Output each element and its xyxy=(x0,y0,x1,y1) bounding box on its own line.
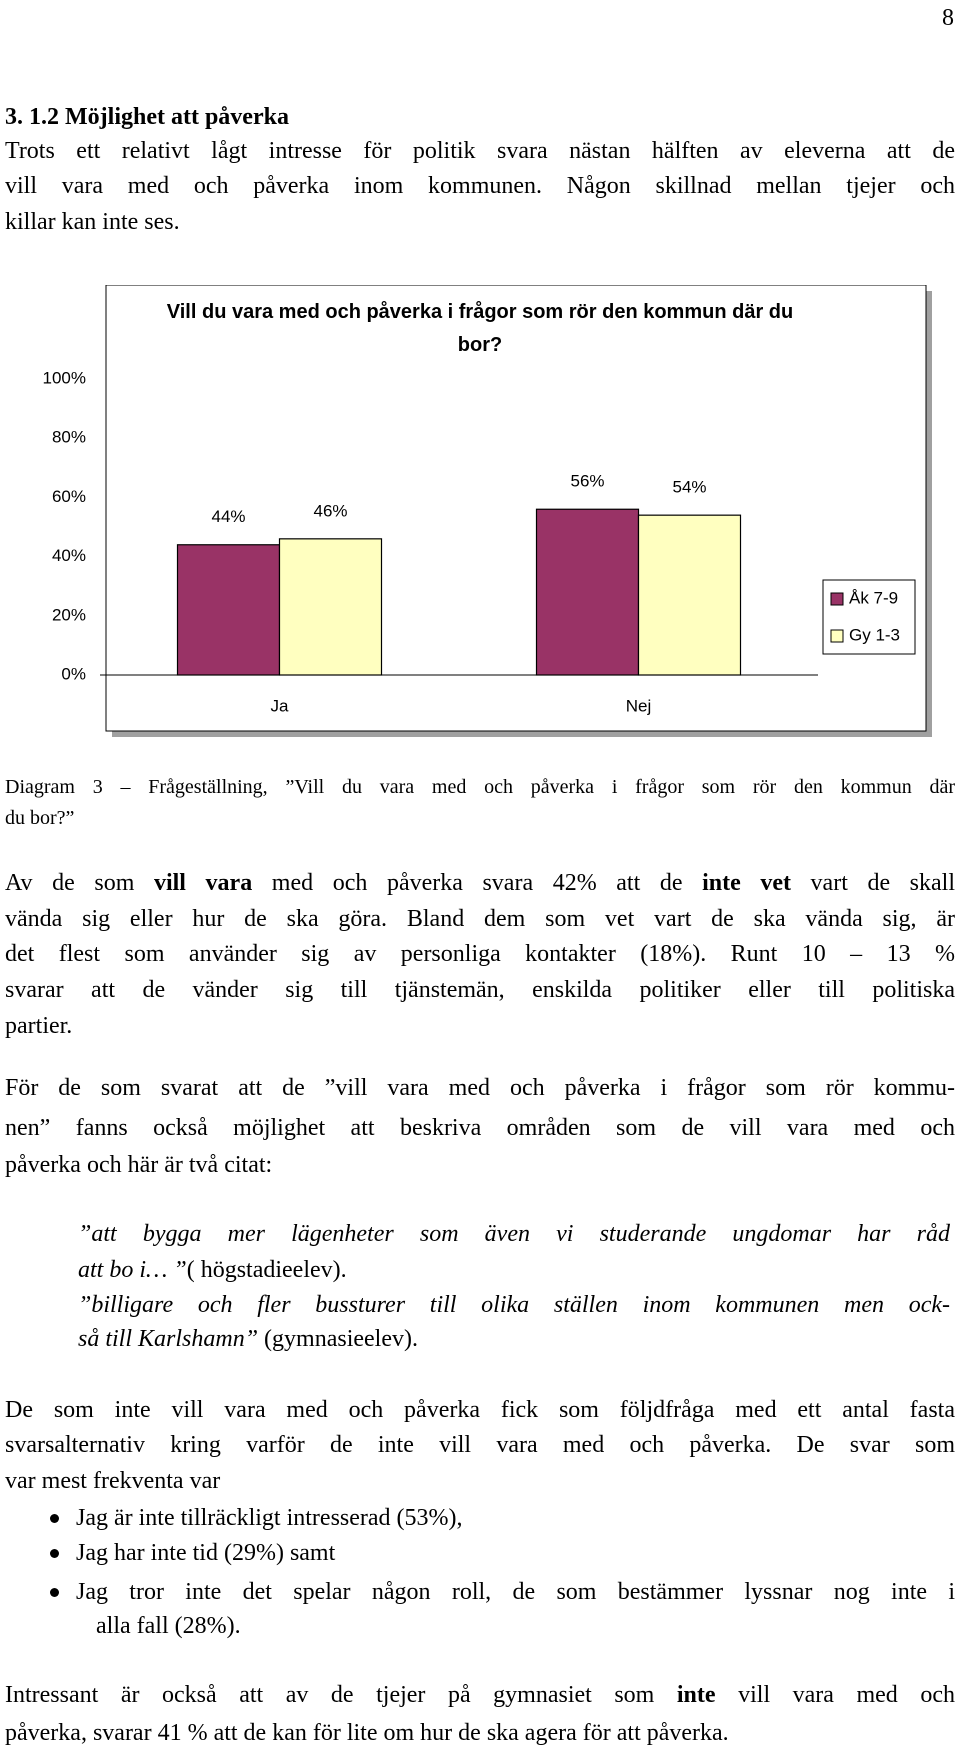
caption-line: du bor?” xyxy=(5,807,75,829)
y-tick-label: 20% xyxy=(52,605,86,624)
legend-label: Åk 7-9 xyxy=(849,588,898,607)
text-bold: inte xyxy=(676,1682,716,1708)
value-label: 56% xyxy=(570,472,604,491)
text-bold: inte vet xyxy=(702,870,791,896)
text-line: vända sig eller hur de ska göra. Bland d… xyxy=(5,906,955,932)
chart-title: Vill du vara med och påverka i frågor so… xyxy=(166,301,794,356)
quote: ”billigare och fler bussturer till olika… xyxy=(78,1292,950,1318)
text-bold: vill vara xyxy=(153,870,253,896)
value-label: 44% xyxy=(211,507,245,526)
value-label: 46% xyxy=(313,501,347,520)
bullet-text: Jag tror inte det spelar någon roll, de … xyxy=(76,1579,955,1605)
quote: så till Karlshamn” xyxy=(78,1326,259,1352)
text-line: De som inte vill vara med och påverka fi… xyxy=(5,1397,955,1423)
text-line: Intressant är också att av de tjejer på … xyxy=(5,1677,955,1713)
quote: ”att bygga mer lägenheter som även vi st… xyxy=(78,1221,950,1247)
bullet xyxy=(50,1514,59,1523)
value-label: 54% xyxy=(672,478,706,497)
text-line: Av de som vill vara med och påverka svar… xyxy=(5,865,955,901)
y-tick-label: 0% xyxy=(61,664,86,683)
text-line: svarsalternativ kring varför de inte vil… xyxy=(5,1432,955,1458)
text-line: svarar att de vänder sig till tjänstemän… xyxy=(5,977,955,1003)
text-line: vill vara med och påverka inom kommunen.… xyxy=(5,173,955,199)
text-line: nen” fanns också möjlighet att beskriva … xyxy=(5,1115,955,1141)
text: Intressant är också att av de tjejer på … xyxy=(5,1682,677,1708)
text-line: Trots ett relativt lågt intresse för pol… xyxy=(5,138,955,164)
bullet-text: Jag har inte tid (29%) samt xyxy=(76,1540,336,1566)
bar xyxy=(278,538,383,676)
y-tick-label: 100% xyxy=(43,368,86,387)
text-line: var mest frekventa var xyxy=(5,1468,221,1494)
bar xyxy=(176,544,281,676)
text: med och påverka svara 42% att de xyxy=(252,870,703,896)
caption-line: Diagram 3 – Frågeställning, ”Vill du var… xyxy=(5,776,955,798)
text: Av de som xyxy=(5,870,154,896)
bullet-text: alla fall (28%). xyxy=(96,1613,241,1639)
text: vill vara med och xyxy=(715,1682,955,1708)
bullet-text: Jag är inte tillräckligt intresserad (53… xyxy=(76,1505,463,1531)
quote: att bo i… ” xyxy=(78,1257,187,1283)
quote-line: ”att bygga mer lägenheter som även vi st… xyxy=(78,1216,950,1252)
text-line: killar kan inte ses. xyxy=(5,209,180,235)
quote-source: (gymnasieelev). xyxy=(258,1326,418,1352)
text-line: det flest som använder sig av personliga… xyxy=(5,941,955,967)
quote-line: ”billigare och fler bussturer till olika… xyxy=(78,1287,950,1323)
quote-line: så till Karlshamn” (gymnasieelev). xyxy=(78,1321,950,1357)
bullet xyxy=(50,1588,59,1597)
text-line: påverka, svarar 41 % att de kan för lite… xyxy=(5,1720,729,1746)
quote-source: ( högstadieelev). xyxy=(186,1257,347,1283)
text-line: För de som svarat att de ”vill vara med … xyxy=(5,1075,955,1101)
bar xyxy=(637,514,742,676)
bar xyxy=(535,508,640,676)
legend-label: Gy 1-3 xyxy=(849,625,900,644)
legend-swatch xyxy=(830,629,844,643)
chart: 0% 20% 40% 60% 80% 100% 44% 46% Ja 56% 54% Nej Åk 7-… xyxy=(43,285,932,737)
heading: 3. 1.2 Möjlighet att påverka xyxy=(5,104,289,130)
page-number: 8 xyxy=(942,5,954,31)
text-line: påverka och här är två citat: xyxy=(5,1152,273,1178)
x-tick-label: Ja xyxy=(271,696,290,715)
bullet xyxy=(50,1549,59,1558)
text: vart de skall xyxy=(790,870,956,896)
quote-line: att bo i… ”( högstadieelev). xyxy=(78,1252,950,1288)
x-tick-label: Nej xyxy=(626,696,652,715)
y-tick-label: 80% xyxy=(52,428,86,447)
y-tick-label: 60% xyxy=(52,487,86,506)
y-tick-label: 40% xyxy=(52,546,86,565)
text-line: partier. xyxy=(5,1013,73,1039)
legend-swatch xyxy=(830,592,844,606)
